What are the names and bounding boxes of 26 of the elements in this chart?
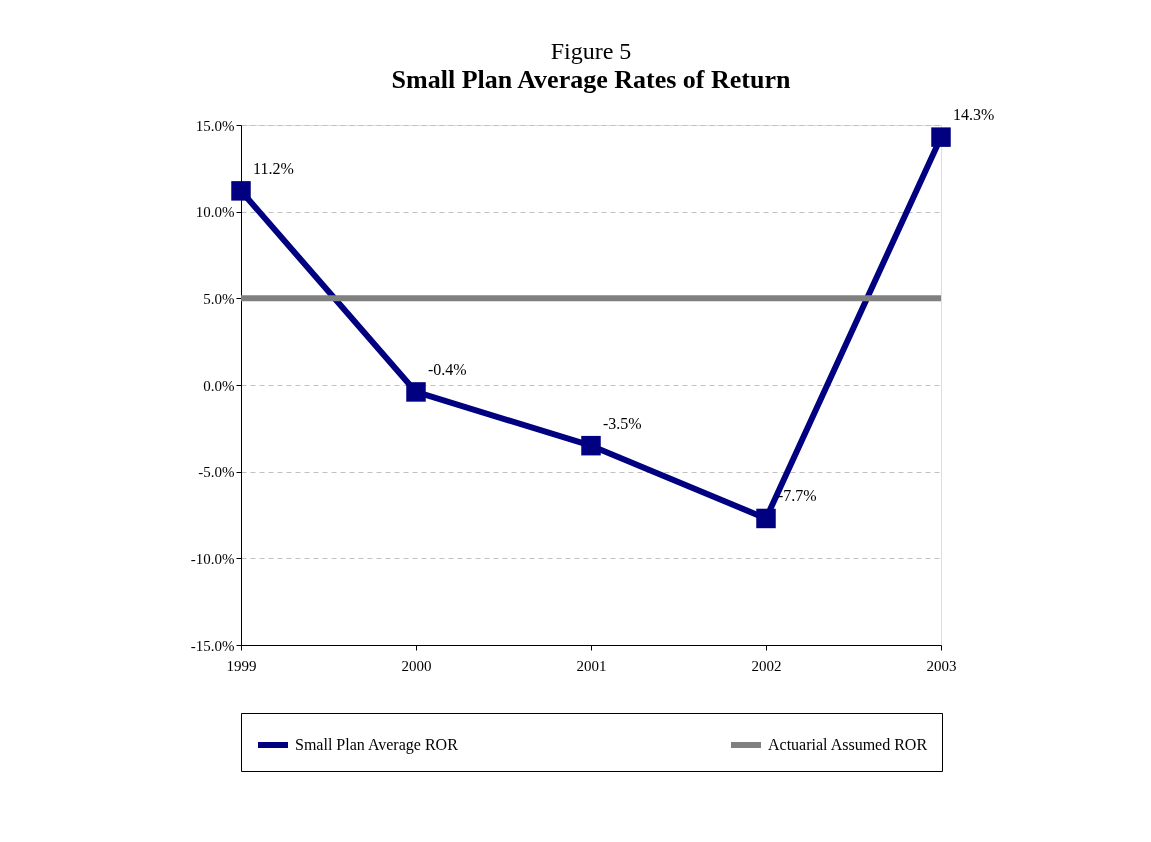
- x-tick-label: 2001: [576, 657, 607, 674]
- y-tick-label: 10.0%: [195, 204, 235, 221]
- data-label: 11.2%: [253, 159, 294, 177]
- x-tick-label: 2002: [751, 657, 782, 674]
- y-tick-label: -15.0%: [190, 637, 235, 654]
- x-tick-label: 2000: [401, 657, 432, 674]
- chart-title: Figure 5: [550, 38, 632, 65]
- y-tick-label: 5.0%: [203, 290, 235, 307]
- x-tick-label: 2003: [926, 657, 957, 674]
- data-label: -3.5%: [603, 414, 642, 432]
- point: [231, 181, 251, 201]
- point: [406, 382, 426, 402]
- legend-label: Actuarial Assumed ROR: [768, 736, 928, 753]
- data-label: 14.3%: [953, 106, 995, 124]
- point: [756, 508, 776, 529]
- y-tick-label: 15.0%: [195, 117, 235, 134]
- legend-label: Small Plan Average ROR: [295, 736, 459, 754]
- x-tick-label: 1999: [226, 657, 257, 674]
- point: [581, 435, 601, 456]
- y-tick-label: 0.0%: [203, 377, 235, 394]
- data-label: -7.7%: [778, 487, 817, 505]
- data-label: -0.4%: [428, 360, 467, 378]
- y-tick-label: -10.0%: [190, 550, 235, 567]
- point: [931, 127, 951, 147]
- chart-subtitle: Small Plan Average Rates of Return: [391, 65, 791, 95]
- y-tick-label: -5.0%: [198, 464, 235, 481]
